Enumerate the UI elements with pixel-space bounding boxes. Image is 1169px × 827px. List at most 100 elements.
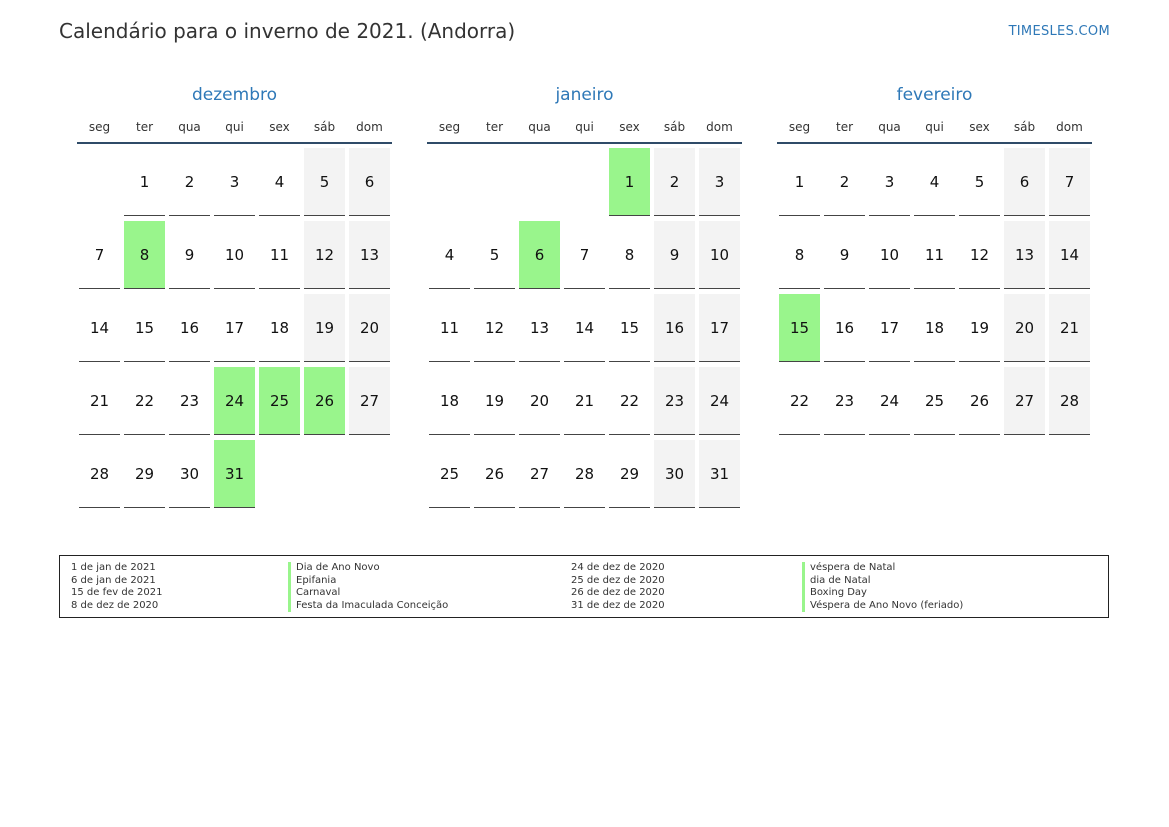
- holiday-day-cell: 31: [214, 440, 255, 508]
- empty-day-cell: [519, 148, 560, 216]
- day-cell: 16: [824, 294, 865, 362]
- day-cell: 19: [304, 294, 345, 362]
- day-cell: 30: [169, 440, 210, 508]
- day-cell: 14: [564, 294, 605, 362]
- weekday-label: qua: [528, 120, 551, 134]
- day-cell: 10: [699, 221, 740, 289]
- weekday-label: dom: [1056, 120, 1083, 134]
- day-cell: 10: [214, 221, 255, 289]
- day-cell: 12: [474, 294, 515, 362]
- holiday-day-cell: 6: [519, 221, 560, 289]
- day-cell: 22: [124, 367, 165, 435]
- day-cell: 19: [959, 294, 1000, 362]
- empty-day-cell: [79, 148, 120, 216]
- day-cell: 3: [699, 148, 740, 216]
- day-cell: 31: [699, 440, 740, 508]
- legend-holiday-name: Festa da Imaculada Conceição: [288, 599, 448, 612]
- day-cell: 7: [564, 221, 605, 289]
- day-cell: 6: [349, 148, 390, 216]
- day-cell: 15: [609, 294, 650, 362]
- day-cell: 17: [869, 294, 910, 362]
- weekday-label: sex: [969, 120, 990, 134]
- day-cell: 24: [869, 367, 910, 435]
- day-cell: 5: [474, 221, 515, 289]
- weekday-label: dom: [356, 120, 383, 134]
- day-cell: 8: [609, 221, 650, 289]
- day-cell: 28: [564, 440, 605, 508]
- month-name: fevereiro: [896, 85, 973, 105]
- day-cell: 2: [169, 148, 210, 216]
- weekday-label: qua: [178, 120, 201, 134]
- day-cell: 27: [1004, 367, 1045, 435]
- legend-names-right: véspera de Natal dia de Natal Boxing Day…: [802, 562, 963, 612]
- day-cell: 2: [654, 148, 695, 216]
- legend-holiday-name: Carnaval: [288, 587, 448, 600]
- day-cell: 29: [124, 440, 165, 508]
- legend-date: 8 de dez de 2020: [71, 599, 159, 611]
- day-cell: 9: [654, 221, 695, 289]
- empty-day-cell: [429, 148, 470, 216]
- day-cell: 6: [1004, 148, 1045, 216]
- weekday-label: qua: [878, 120, 901, 134]
- day-cell: 11: [429, 294, 470, 362]
- day-cell: 5: [959, 148, 1000, 216]
- weekday-header: seg ter qua qui sex sáb dom: [77, 116, 392, 144]
- legend-date: 15 de fev de 2021: [71, 587, 163, 598]
- legend-date: 6 de jan de 2021: [71, 574, 156, 586]
- legend-date: 25 de dez de 2020: [571, 574, 665, 586]
- page-title: Calendário para o inverno de 2021. (Ando…: [59, 19, 516, 43]
- day-cell: 21: [1049, 294, 1090, 362]
- day-cell: 17: [699, 294, 740, 362]
- day-cell: 28: [1049, 367, 1090, 435]
- weekday-label: seg: [788, 120, 811, 134]
- day-cell: 2: [824, 148, 865, 216]
- day-cell: 20: [519, 367, 560, 435]
- legend-date: 26 de dez de 2020: [571, 587, 665, 598]
- holiday-day-cell: 26: [304, 367, 345, 435]
- legend-holiday-name: Epifania: [288, 574, 448, 587]
- month-name: dezembro: [192, 85, 277, 105]
- brand-link[interactable]: TIMESLES.COM: [1008, 24, 1110, 39]
- weekday-label: sex: [619, 120, 640, 134]
- day-cell: 21: [564, 367, 605, 435]
- legend-holiday-name: Véspera de Ano Novo (feriado): [802, 599, 963, 612]
- holiday-day-cell: 24: [214, 367, 255, 435]
- day-cell: 23: [169, 367, 210, 435]
- day-cell: 4: [914, 148, 955, 216]
- holiday-day-cell: 1: [609, 148, 650, 216]
- day-cell: 27: [349, 367, 390, 435]
- weekday-label: sex: [269, 120, 290, 134]
- legend-holiday-name: dia de Natal: [802, 574, 963, 587]
- day-cell: 13: [1004, 221, 1045, 289]
- legend-holiday-name: véspera de Natal: [802, 562, 963, 575]
- holiday-day-cell: 15: [779, 294, 820, 362]
- day-cell: 17: [214, 294, 255, 362]
- day-cell: 10: [869, 221, 910, 289]
- day-cell: 11: [259, 221, 300, 289]
- day-cell: 19: [474, 367, 515, 435]
- legend-holiday-name: Dia de Ano Novo: [288, 562, 448, 575]
- empty-day-cell: [564, 148, 605, 216]
- day-cell: 7: [79, 221, 120, 289]
- empty-day-cell: [474, 148, 515, 216]
- day-grid: 1 2 3 4 5 6 7 8 9 10 11 12 13 14 15 16 17 18 19 20 21 22 23 24 2…: [427, 148, 742, 513]
- weekday-header: seg ter qua qui sex sáb dom: [777, 116, 1092, 144]
- legend-holiday-name: Boxing Day: [802, 587, 963, 600]
- day-cell: 14: [79, 294, 120, 362]
- weekday-label: sáb: [1013, 120, 1036, 134]
- day-cell: 21: [79, 367, 120, 435]
- weekday-label: qui: [925, 120, 944, 134]
- day-cell: 9: [169, 221, 210, 289]
- day-cell: 12: [304, 221, 345, 289]
- day-cell: 1: [124, 148, 165, 216]
- holiday-legend: 1 de jan de 2021 6 de jan de 2021 15 de …: [59, 555, 1109, 618]
- day-cell: 26: [959, 367, 1000, 435]
- day-cell: 5: [304, 148, 345, 216]
- day-cell: 24: [699, 367, 740, 435]
- day-grid: 1 2 3 4 5 6 7 8 9 10 11 12 13 14 15 16 17 18 19 20 21 22 23 24 2…: [77, 148, 392, 513]
- day-cell: 3: [869, 148, 910, 216]
- legend-date: 31 de dez de 2020: [571, 599, 665, 611]
- day-cell: 26: [474, 440, 515, 508]
